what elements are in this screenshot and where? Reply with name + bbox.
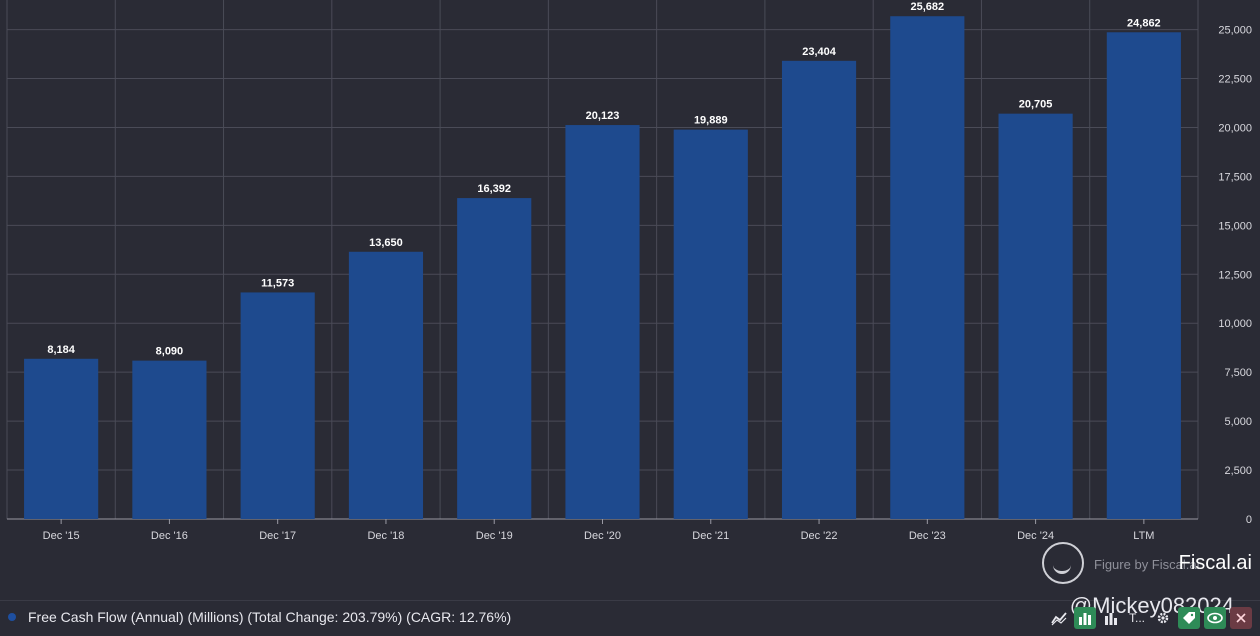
gear-icon[interactable]	[1152, 607, 1174, 629]
brand-name: Fiscal.ai	[1178, 552, 1252, 574]
x-tick-label: Dec '18	[367, 530, 404, 542]
y-tick-label: 20,000	[1218, 122, 1252, 134]
y-tick-label: 7,500	[1224, 367, 1252, 379]
x-tick-label: Dec '22	[801, 530, 838, 542]
bar-value-label: 8,184	[47, 344, 75, 356]
x-tick-label: Dec '23	[909, 530, 946, 542]
bar-chart-alt-icon[interactable]	[1100, 607, 1122, 629]
close-icon[interactable]	[1230, 607, 1252, 629]
bar-value-label: 13,650	[369, 237, 403, 249]
x-axis: Dec '15 Dec '16 Dec '17 Dec '18 Dec '19 Dec '…	[43, 519, 1154, 542]
y-tick-label: 15,000	[1218, 220, 1252, 232]
bar[interactable]	[240, 292, 315, 519]
x-tick-label: Dec '21	[692, 530, 729, 542]
bar[interactable]	[457, 198, 532, 519]
bar[interactable]	[24, 358, 99, 519]
y-tick-label: 2,500	[1224, 465, 1252, 477]
bar[interactable]	[348, 251, 424, 519]
branding: Figure by Fiscal.ai Fiscal.ai	[1042, 540, 1252, 590]
legend-swatch	[8, 613, 16, 621]
x-tick-label: Dec '15	[43, 530, 80, 542]
bar-value-label: 23,404	[802, 46, 837, 58]
y-tick-label: 12,500	[1218, 269, 1252, 281]
fiscal-logo-icon	[1042, 542, 1084, 584]
y-tick-label: 5,000	[1224, 416, 1252, 428]
bar[interactable]	[132, 360, 207, 519]
bars	[24, 16, 1181, 520]
x-tick-label: Dec '24	[1017, 530, 1054, 542]
bar-chart-icon[interactable]	[1074, 607, 1096, 629]
bar-value-label: 19,889	[694, 115, 728, 127]
bar[interactable]	[673, 129, 748, 519]
bar-value-label: 11,573	[261, 277, 294, 289]
tag-icon[interactable]	[1178, 607, 1200, 629]
bar-value-label: 20,123	[586, 110, 620, 122]
line-chart-icon[interactable]	[1048, 607, 1070, 629]
bar[interactable]	[565, 125, 640, 519]
y-tick-label: 10,000	[1218, 318, 1252, 330]
y-tick-label: 22,500	[1218, 74, 1252, 86]
eye-icon[interactable]	[1204, 607, 1226, 629]
x-tick-label: Dec '17	[259, 530, 296, 542]
bar-value-label: 20,705	[1019, 99, 1053, 111]
bar[interactable]	[781, 60, 857, 520]
x-tick-label: Dec '19	[476, 530, 513, 542]
legend-label[interactable]: Free Cash Flow (Annual) (Millions) (Tota…	[28, 609, 512, 625]
bar[interactable]	[998, 113, 1073, 520]
y-tick-label: 0	[1246, 514, 1252, 526]
bar-chart: 8,184 8,090 11,573 13,650 16,392 20,123 19,889…	[6, 0, 1252, 542]
bar[interactable]	[1106, 32, 1181, 520]
bar-value-label: 8,090	[156, 346, 184, 358]
bar-value-label: 25,682	[910, 1, 944, 13]
legend-bar: Free Cash Flow (Annual) (Millions) (Tota…	[0, 593, 1260, 636]
chart-toolbar: T...	[1048, 607, 1252, 629]
bar-value-label: 16,392	[477, 183, 511, 195]
y-tick-label: 17,500	[1218, 171, 1252, 183]
x-tick-label: LTM	[1133, 530, 1154, 542]
y-axis: 0 2,500 5,000 7,500 10,000 12,500 15,000 17,500…	[1218, 25, 1252, 526]
bar-value-label: 24,862	[1127, 17, 1161, 29]
text-icon[interactable]: T...	[1128, 611, 1145, 625]
bar-labels: 8,184 8,090 11,573 13,650 16,392 20,123 19,889…	[47, 1, 1160, 357]
x-tick-label: Dec '16	[151, 530, 188, 542]
y-tick-label: 25,000	[1218, 25, 1252, 37]
bar[interactable]	[890, 16, 965, 519]
watermark-text: Figure by Fiscal.ai	[1094, 557, 1200, 572]
x-tick-label: Dec '20	[584, 530, 621, 542]
